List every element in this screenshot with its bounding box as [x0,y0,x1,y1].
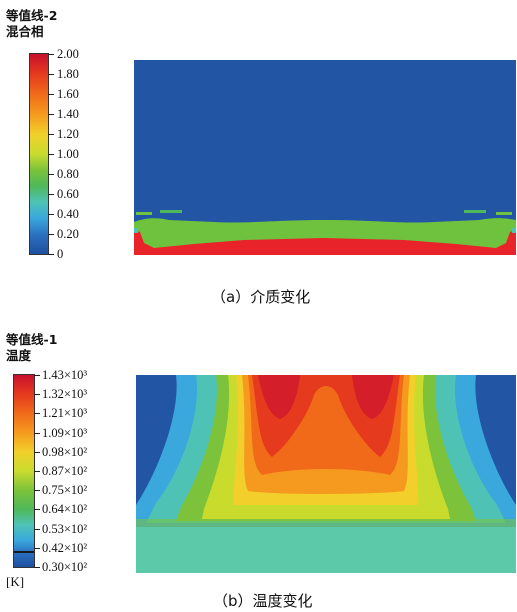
legend-b-tick-mark [34,375,40,376]
legend-a-tick-label: 1.40 [57,107,79,121]
caption-b: （b）温度变化 [213,592,313,610]
phase-contour-plot [134,60,516,255]
legend-b-tick-mark [34,433,40,434]
legend-b-tick-label: 0.75×10² [42,483,88,497]
legend-b-tick-mark [34,548,40,549]
legend-a-tick-label: 1.80 [57,67,79,81]
legend-b-tick-mark [34,452,40,453]
legend-a-tick-label: 1.20 [57,127,79,141]
legend-b-title-1: 等值线-1 [6,332,58,347]
legend-a-tick-mark [48,214,54,215]
temperature-contour-plot [136,375,516,573]
legend-a-tick-mark [48,254,54,255]
legend-b-tick-label: 0.87×10² [42,464,88,478]
legend-a-tick-label: 0.20 [57,227,79,241]
legend-a-tick-label: 0.40 [57,207,79,221]
legend-a-tick-mark [48,54,54,55]
legend-a-tick-label: 1.60 [57,87,79,101]
legend-b-tick-mark [34,529,40,530]
legend-a-tick-mark [48,114,54,115]
legend-a-title-2: 混合相 [6,24,44,39]
legend-b-tick-mark [34,490,40,491]
legend-a-tick-label: 0.60 [57,187,79,201]
legend-b-tick-mark [34,509,40,510]
legend-a-tick-mark [48,234,54,235]
legend-a-tick-label: 0 [57,247,64,261]
legend-b-tick-label: 1.32×10³ [42,387,88,401]
legend-b-tick-label: 1.09×10³ [42,426,88,440]
legend-a-tick-label: 2.00 [57,47,79,61]
legend-b-colorbar [13,374,35,568]
legend-a-tick-mark [48,154,54,155]
legend-a-tick-mark [48,74,54,75]
legend-b-unit: [K] [6,574,25,589]
legend-a-tick-mark [48,134,54,135]
legend-a-tick-mark [48,174,54,175]
legend-a-tick-mark [48,194,54,195]
legend-b-tick-mark [34,413,40,414]
legend-b-tick-label: 0.53×10² [42,522,88,536]
legend-b-tick-label: 1.21×10³ [42,406,88,420]
legend-b-tick-mark [34,394,40,395]
legend-a-tick-label: 0.80 [57,167,79,181]
legend-a-title-1: 等值线-2 [6,8,58,23]
legend-b-tick-label: 0.64×10² [42,502,88,516]
legend-b-tick-label: 0.98×10² [42,445,88,459]
legend-b-title-2: 温度 [6,348,32,363]
legend-a-colorbar [29,53,49,255]
legend-b-tick-label: 0.30×10² [42,560,88,574]
legend-b-tick-mark [34,471,40,472]
legend-b-tick-mark [34,567,40,568]
legend-a-tick-label: 1.00 [57,147,79,161]
legend-b-tick-label: 1.43×10³ [42,368,88,382]
legend-a-tick-mark [48,94,54,95]
legend-b-tick-label: 0.42×10² [42,541,88,555]
caption-a: （a）介质变化 [211,288,311,306]
